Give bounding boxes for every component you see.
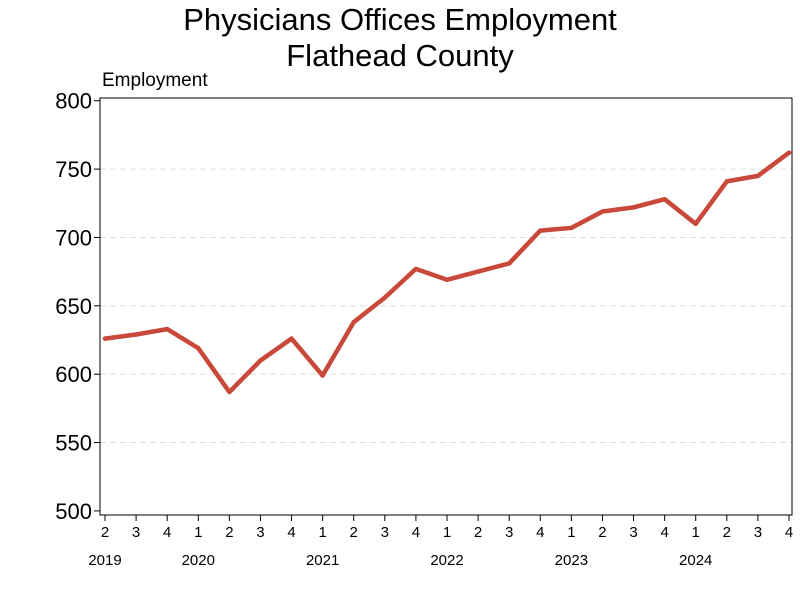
data-point [102,336,108,341]
x-year-label: 2020 [182,552,215,569]
y-tick-label: 500 [55,499,92,524]
x-tick-label: 2 [598,524,606,541]
x-tick-label: 3 [629,524,637,541]
y-tick-label: 700 [55,225,92,250]
data-point [475,269,481,274]
chart-title: Physicians Offices Employment [183,2,617,37]
data-point [227,389,232,395]
y-tick-label: 600 [55,362,92,387]
data-point [320,373,325,378]
y-tick-label: 750 [55,157,92,182]
data-point [538,228,543,233]
series-line [102,150,792,395]
y-tick-label: 650 [55,294,92,319]
x-tick-label: 4 [163,524,171,541]
x-tick-label: 3 [381,524,389,541]
data-point [506,261,512,266]
data-point [600,209,605,214]
x-tick-label: 1 [443,524,451,541]
x-year-label: 2021 [306,552,339,569]
data-point [755,173,761,179]
y-axis-label: Employment [102,70,208,91]
x-tick-label: 1 [318,524,326,541]
x-tick-label: 2 [474,524,482,541]
x-tick-label: 2 [723,524,731,541]
data-point [693,221,698,226]
x-tick-label: 2 [101,524,109,541]
x-tick-label: 1 [567,524,575,541]
plot-frame [99,97,793,516]
x-tick-label: 4 [660,524,668,541]
x-tick-label: 3 [754,524,762,541]
data-point [351,320,356,325]
x-tick-label: 1 [692,524,700,541]
x-year-label: 2019 [88,552,121,569]
x-year-label: 2023 [555,552,588,569]
series-group [102,150,792,395]
x-year-label: 2024 [679,552,712,569]
x-tick-label: 2 [225,524,233,541]
x-tick-label: 4 [287,524,295,541]
data-point [413,266,419,272]
x-tick-label: 3 [505,524,513,541]
x-tick-label: 1 [194,524,202,541]
data-point [444,277,450,283]
y-axis: 500 550 600 650 700 750 800 [55,89,100,524]
x-tick-label: 4 [412,524,420,541]
x-tick-label: 4 [536,524,544,541]
data-point [724,179,730,184]
x-year-label: 2022 [430,552,463,569]
y-tick-label: 550 [55,431,92,456]
data-point [196,346,201,351]
x-tick-label: 2 [350,524,358,541]
data-point [569,225,574,231]
x-tick-label: 4 [785,524,793,541]
data-point [631,205,636,210]
chart-title-block: Physicians Offices Employment Flathead C… [0,2,800,74]
x-axis: 2 3 4 1 2 3 4 1 2 3 4 1 2 3 4 1 2 3 4 1 2 3 4 2019 2020 2021 2022 2… [88,515,793,569]
data-point [133,332,139,337]
data-point [786,150,792,155]
gridlines [100,168,792,444]
data-point [662,196,667,202]
chart-subtitle: Flathead County [286,38,514,73]
data-point [289,336,294,341]
data-point [382,295,388,300]
x-tick-label: 3 [132,524,140,541]
y-tick-label: 800 [55,89,92,114]
data-point [164,326,170,332]
x-tick-label: 3 [256,524,264,541]
data-point [258,358,263,363]
